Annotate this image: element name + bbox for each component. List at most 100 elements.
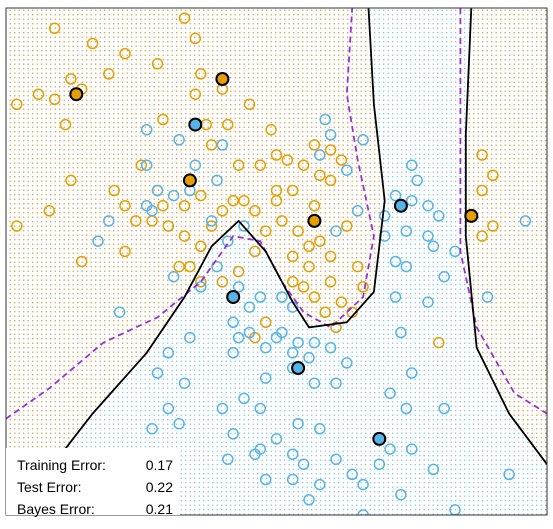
orange-point bbox=[259, 316, 272, 329]
blue-point bbox=[400, 225, 413, 237]
orange-point bbox=[286, 276, 299, 288]
blue-point bbox=[314, 423, 326, 435]
orange-highlight-point bbox=[215, 72, 230, 86]
blue-point bbox=[357, 509, 369, 515]
orange-point bbox=[357, 281, 369, 293]
blue-highlight-point bbox=[188, 117, 203, 132]
test-error-value: 0.22 bbox=[146, 479, 173, 495]
blue-point bbox=[189, 159, 202, 171]
bayes-error-label: Bayes Error: bbox=[17, 501, 95, 517]
blue-point bbox=[140, 123, 153, 136]
blue-point bbox=[167, 189, 180, 202]
orange-point bbox=[259, 225, 272, 237]
blue-point bbox=[184, 331, 196, 344]
orange-point bbox=[324, 276, 337, 288]
blue-point bbox=[324, 129, 337, 141]
blue-point bbox=[427, 240, 440, 253]
orange-point bbox=[151, 58, 164, 70]
orange-point bbox=[119, 47, 131, 60]
orange-highlight-point bbox=[69, 87, 84, 102]
blue-point bbox=[286, 448, 299, 460]
test-error-label: Test Error: bbox=[17, 479, 82, 495]
blue-point bbox=[254, 402, 267, 415]
orange-point bbox=[319, 306, 331, 318]
blue-point bbox=[259, 473, 272, 486]
orange-point bbox=[303, 260, 315, 273]
blue-point bbox=[314, 149, 326, 161]
orange-point bbox=[324, 174, 337, 187]
blue-point bbox=[341, 357, 353, 369]
blue-point bbox=[422, 199, 434, 212]
orange-point bbox=[238, 194, 250, 207]
blue-point bbox=[503, 468, 515, 481]
blue-point bbox=[389, 291, 402, 303]
model-boundary-line-right bbox=[464, 8, 547, 465]
stats-box bbox=[6, 448, 180, 515]
orange-point bbox=[195, 240, 207, 253]
blue-point bbox=[162, 402, 175, 415]
blue-point bbox=[400, 402, 413, 415]
blue-point bbox=[167, 270, 180, 283]
blue-point bbox=[330, 453, 342, 465]
orange-point bbox=[324, 144, 337, 156]
blue-point bbox=[438, 270, 450, 283]
blue-point bbox=[389, 255, 402, 268]
blue-point bbox=[146, 423, 158, 435]
blue-point bbox=[319, 113, 331, 126]
orange-point bbox=[157, 199, 169, 212]
orange-point bbox=[314, 235, 326, 247]
orange-region bbox=[6, 8, 385, 515]
blue-point bbox=[481, 291, 494, 303]
orange-point bbox=[216, 205, 229, 217]
blue-point bbox=[292, 336, 304, 349]
training-error-label: Training Error: bbox=[17, 457, 106, 473]
orange-point bbox=[270, 149, 283, 161]
orange-point bbox=[184, 260, 196, 273]
blue-point bbox=[222, 235, 234, 247]
blue-point bbox=[384, 443, 396, 455]
orange-point bbox=[335, 296, 348, 308]
orange-point bbox=[119, 245, 131, 258]
orange-highlight-point bbox=[307, 213, 322, 228]
orange-point bbox=[59, 118, 72, 131]
blue-point bbox=[162, 347, 175, 359]
points-layer bbox=[11, 12, 532, 515]
orange-point bbox=[265, 123, 277, 136]
blue-point bbox=[178, 377, 191, 389]
blue-point bbox=[113, 306, 126, 318]
blue-point bbox=[238, 220, 250, 232]
bayes-boundary-line-right bbox=[459, 8, 547, 415]
blue-point bbox=[330, 225, 342, 237]
blue-highlight-point bbox=[372, 431, 387, 446]
stats-panel: Training Error: 0.17 Test Error: 0.22 Ba… bbox=[17, 457, 173, 517]
orange-point bbox=[189, 88, 202, 100]
blue-point bbox=[303, 494, 315, 506]
blue-point bbox=[438, 402, 450, 415]
orange-point bbox=[476, 149, 488, 161]
orange-point bbox=[48, 93, 61, 106]
orange-point bbox=[232, 265, 245, 278]
orange-point bbox=[195, 189, 207, 202]
bayes-error-value: 0.21 bbox=[146, 501, 173, 517]
blue-point bbox=[314, 478, 326, 491]
blue-point bbox=[400, 260, 413, 273]
blue-highlight-point bbox=[393, 198, 408, 213]
blue-point bbox=[151, 367, 164, 379]
bayes-boundary-line bbox=[6, 8, 375, 420]
blue-point bbox=[270, 331, 283, 344]
orange-point bbox=[487, 220, 499, 232]
blue-point bbox=[173, 417, 185, 430]
orange-point bbox=[103, 68, 115, 80]
orange-point bbox=[135, 159, 148, 171]
orange-point bbox=[195, 276, 207, 288]
blue-point bbox=[205, 215, 218, 227]
blue-point bbox=[286, 347, 299, 359]
blue-point bbox=[406, 443, 418, 455]
blue-highlight-point bbox=[291, 361, 306, 375]
blue-point bbox=[227, 347, 239, 359]
orange-point bbox=[335, 154, 348, 166]
orange-point bbox=[270, 184, 283, 197]
blue-point bbox=[270, 433, 283, 445]
orange-point bbox=[286, 250, 299, 263]
